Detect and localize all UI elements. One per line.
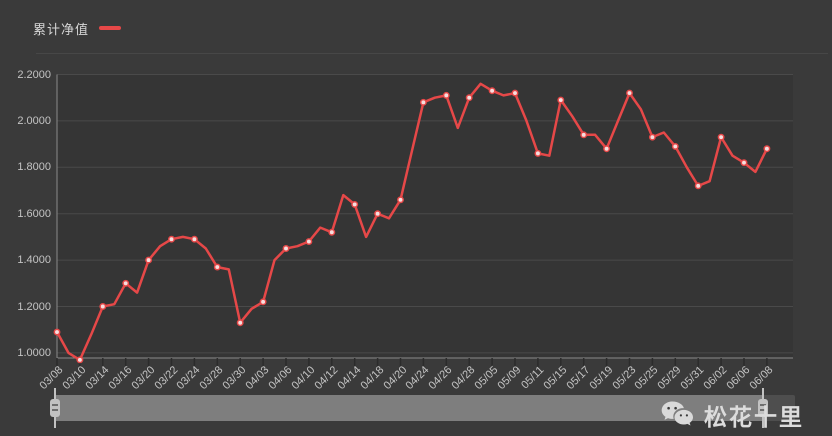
data-point <box>397 196 404 204</box>
datazoom-selected-range[interactable] <box>55 395 763 421</box>
data-point <box>53 328 61 336</box>
data-point <box>717 133 725 141</box>
y-axis-label: 1.2000 <box>17 300 51 313</box>
y-gridlines <box>57 74 793 354</box>
handle-grip-icon <box>758 399 768 417</box>
x-axis-ticks <box>56 358 768 367</box>
legend-item-cumulative-nav[interactable]: 累计净值 <box>33 18 122 38</box>
data-point <box>671 142 679 150</box>
y-axis-label: 1.8000 <box>17 161 51 174</box>
y-axis-label: 1.0000 <box>17 346 51 359</box>
watermark: 松花十里 <box>660 398 804 432</box>
series-points <box>53 87 771 364</box>
data-point <box>328 228 336 236</box>
data-point <box>694 182 702 190</box>
data-point <box>145 256 153 264</box>
data-point <box>419 98 427 106</box>
data-point <box>374 210 382 218</box>
data-point <box>648 133 656 141</box>
y-axis-label: 1.4000 <box>17 254 51 267</box>
handle-grip-icon <box>50 399 60 417</box>
datazoom-left-handle[interactable] <box>46 388 64 428</box>
data-point <box>236 319 244 327</box>
axis-lines <box>56 74 793 359</box>
data-point <box>122 279 130 287</box>
header-divider <box>36 53 828 54</box>
data-point <box>580 131 588 139</box>
y-axis-label: 2.0000 <box>17 114 51 127</box>
data-point <box>282 245 290 252</box>
data-point <box>442 91 450 99</box>
data-point <box>557 96 565 104</box>
y-axis-label: 2.2000 <box>17 68 51 81</box>
data-point <box>488 87 496 95</box>
data-point <box>213 263 221 271</box>
data-point <box>76 356 84 364</box>
data-point <box>168 235 175 243</box>
data-point <box>763 145 771 153</box>
data-point <box>190 235 198 243</box>
data-point <box>99 303 107 310</box>
data-point <box>465 94 473 102</box>
data-point <box>259 298 267 306</box>
series-line <box>55 82 769 362</box>
data-point <box>534 149 542 157</box>
data-point <box>351 200 359 208</box>
data-point <box>626 89 633 97</box>
data-point <box>740 159 748 167</box>
data-point <box>305 238 313 245</box>
wechat-icon <box>661 401 693 426</box>
y-axis-label: 1.6000 <box>17 207 51 220</box>
data-point <box>603 145 611 153</box>
legend-line-marker <box>99 26 122 30</box>
legend-label: 累计净值 <box>33 21 90 37</box>
watermark-text: 松花十里 <box>704 404 804 430</box>
data-point <box>511 89 519 97</box>
plot-area <box>57 74 793 358</box>
datazoom-right-handle[interactable] <box>754 388 772 428</box>
